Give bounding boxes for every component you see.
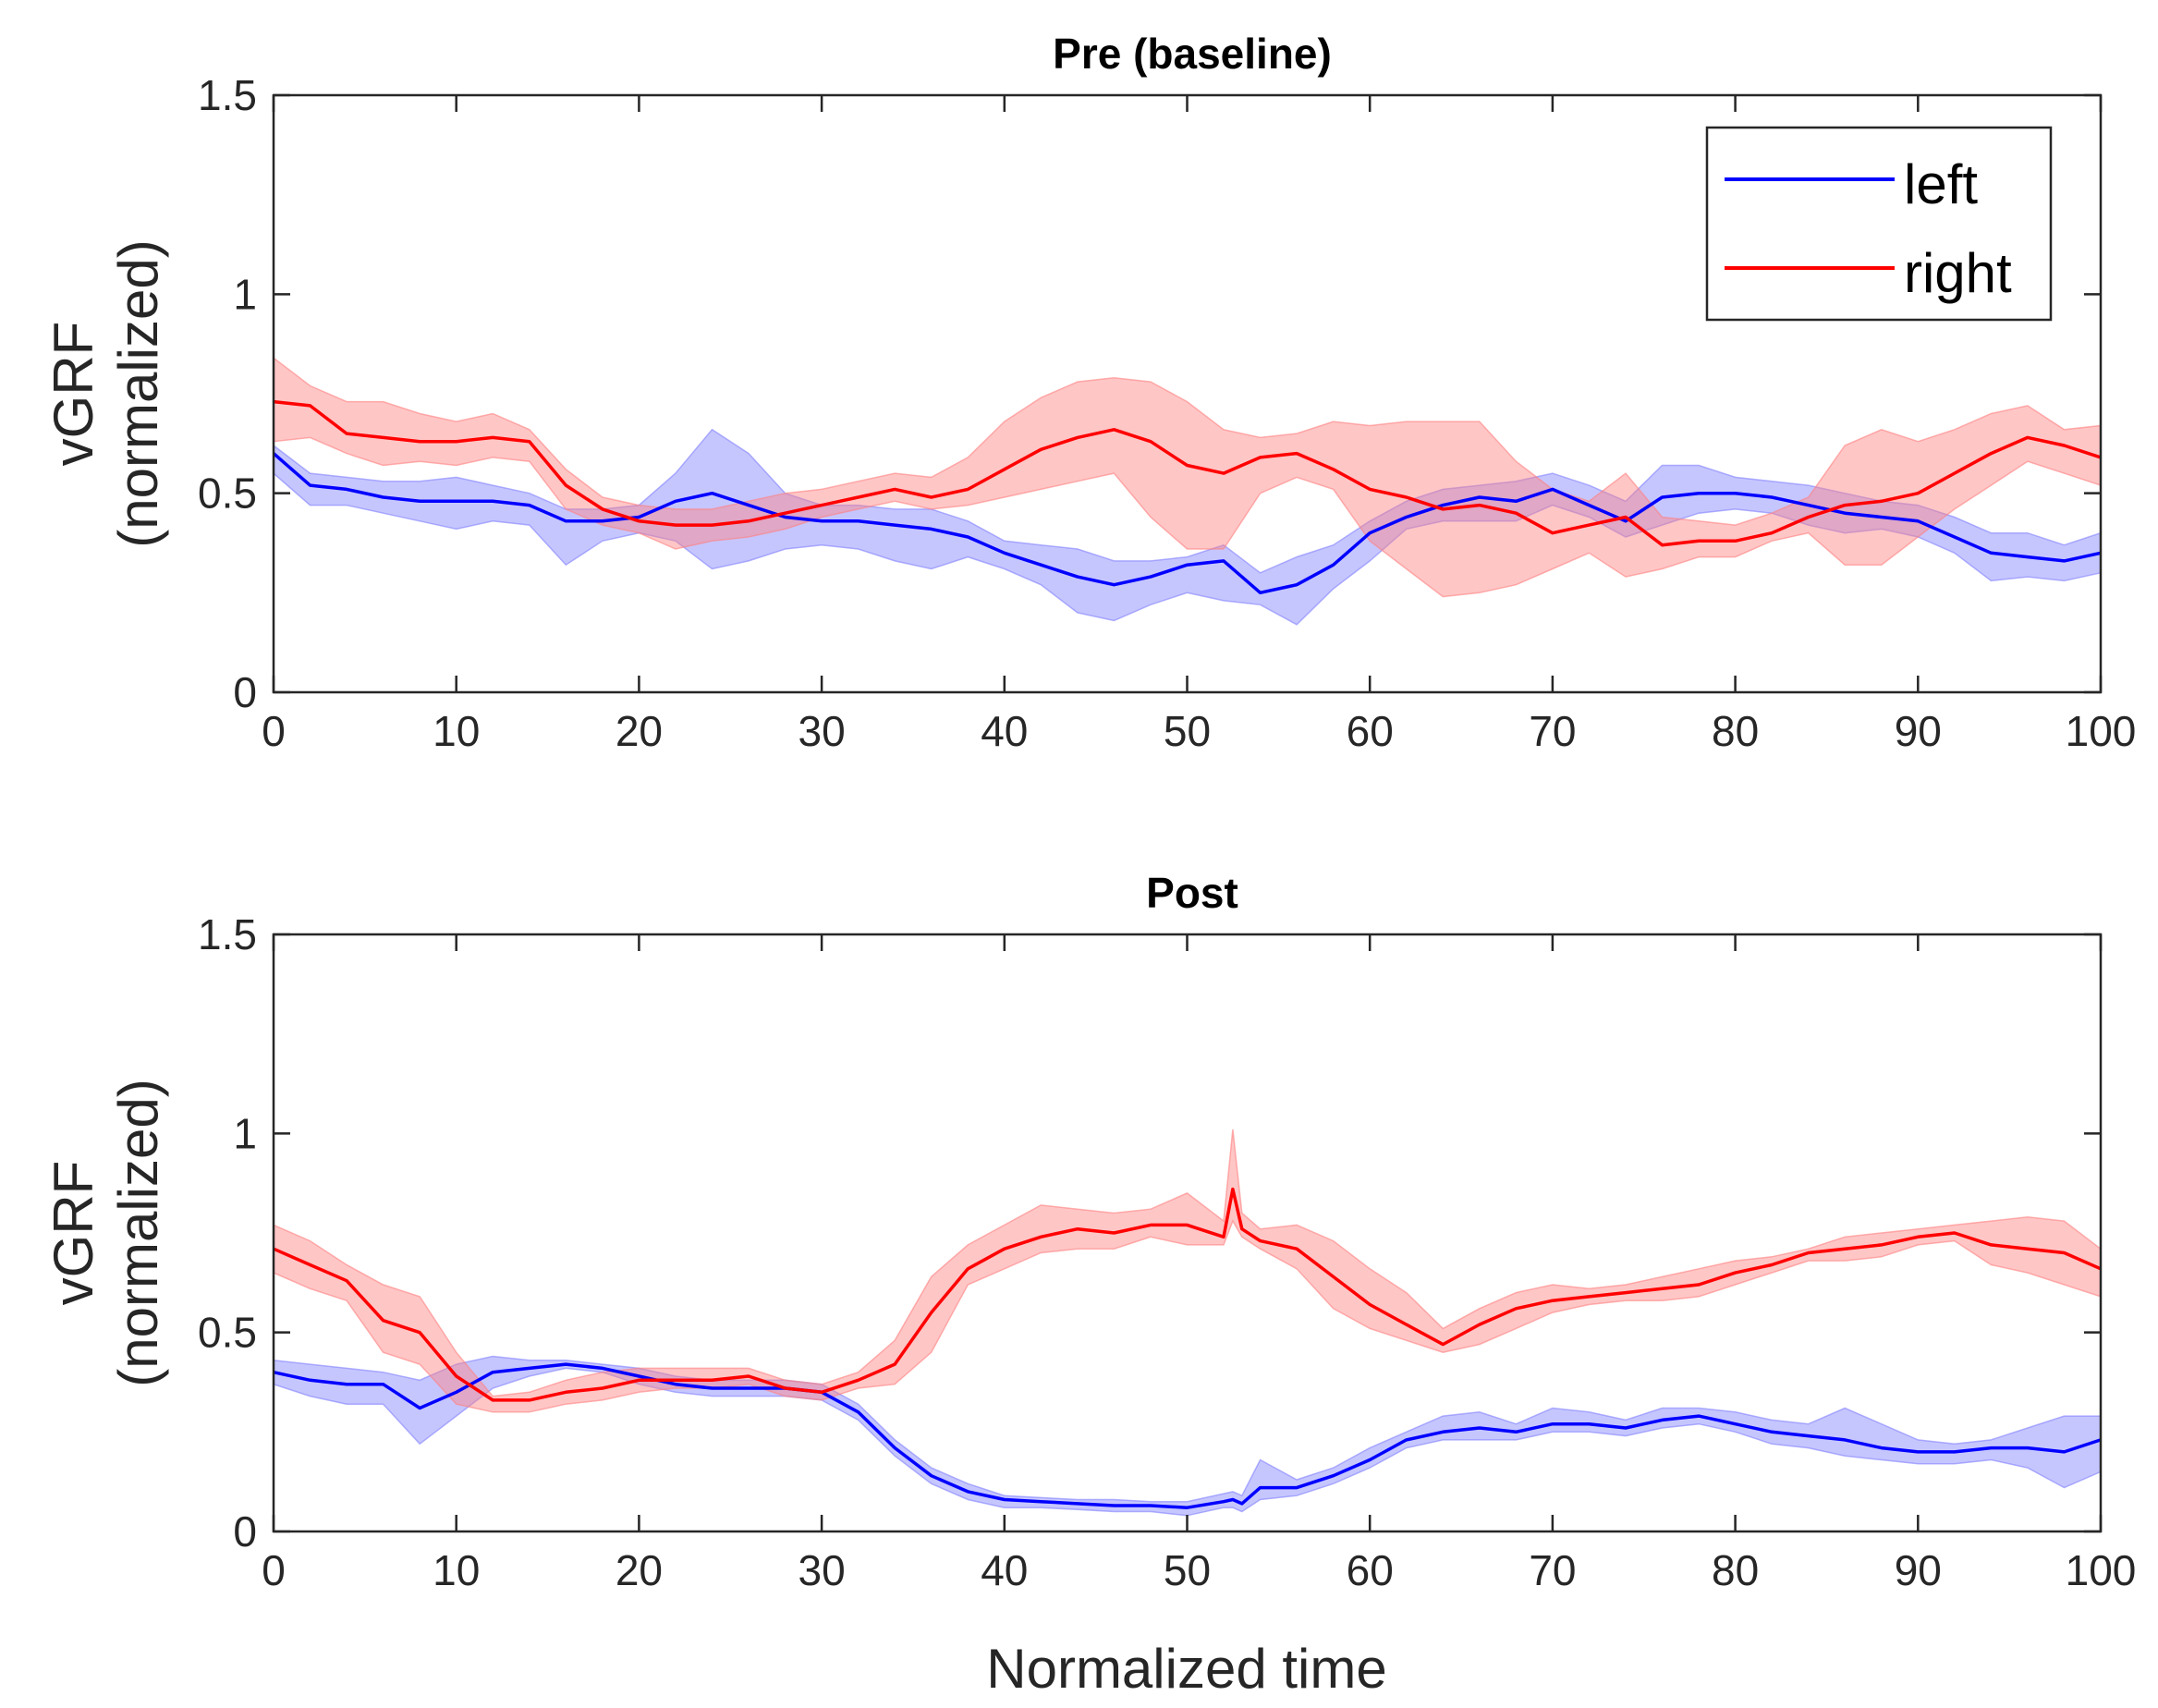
x-tick-label: 0	[262, 707, 286, 755]
series-line-right-1	[273, 1187, 2102, 1402]
series-line-right-0	[273, 399, 2102, 547]
x-tick-label: 30	[799, 1546, 846, 1594]
y-tick-label: 1.5	[198, 910, 257, 958]
pre-ylabel-line2: (normalized)	[107, 239, 169, 547]
y-tick-label: 1.5	[198, 71, 257, 119]
legend-left-label: left	[1904, 153, 1978, 215]
y-tick-label: 0.5	[198, 470, 257, 518]
x-tick-label: 80	[1712, 1546, 1759, 1594]
y-tick-label: 0	[233, 1507, 257, 1556]
x-tick-label: 100	[2066, 1546, 2137, 1594]
pre-baseline-chart: Pre (baseline) 0 10 20 30 40 50 60 70 80 90 100 0 0.…	[43, 30, 2136, 755]
x-tick-label: 90	[1895, 1546, 1942, 1594]
x-tick-label: 40	[981, 707, 1028, 755]
x-tick-label: 0	[262, 1546, 286, 1594]
y-tick-label: 1	[233, 270, 257, 318]
x-tick-label: 10	[433, 707, 480, 755]
chart-title-pre: Pre (baseline)	[1053, 30, 1332, 78]
x-tick-label: 60	[1347, 1546, 1394, 1594]
x-tick-label: 20	[616, 1546, 663, 1594]
legend-right-label: right	[1904, 242, 2012, 304]
post-ylabel-line1: vGRF	[43, 1161, 104, 1306]
post-lines	[273, 1187, 2102, 1509]
pre-ylabel-line1: vGRF	[43, 322, 104, 467]
x-tick-label: 10	[433, 1546, 480, 1594]
post-ylabel-line2: (normalized)	[107, 1079, 169, 1386]
y-tick-label: 0.5	[198, 1309, 257, 1357]
y-tick-label: 0	[233, 668, 257, 716]
x-tick-label: 90	[1895, 707, 1942, 755]
post-chart: Post 0 10 20 30 40 50 60 70 80 90 100 0 0.5 1 1.5 vGRF…	[43, 869, 2136, 1594]
x-tick-label: 40	[981, 1546, 1028, 1594]
x-tick-label: 50	[1164, 707, 1211, 755]
x-tick-label: 70	[1529, 707, 1576, 755]
legend: left right	[1705, 126, 2053, 322]
x-axis-label: Normalized time	[986, 1638, 1386, 1700]
legend-box	[1705, 126, 2053, 322]
x-tick-label: 80	[1712, 707, 1759, 755]
x-tick-label: 20	[616, 707, 663, 755]
post-ticks: 0 10 20 30 40 50 60 70 80 90 100 0 0.5 1 1.5	[198, 910, 2136, 1594]
x-tick-label: 30	[799, 707, 846, 755]
x-tick-label: 100	[2066, 707, 2137, 755]
x-tick-label: 60	[1347, 707, 1394, 755]
pre-lines	[272, 399, 2102, 595]
y-tick-label: 1	[233, 1109, 257, 1157]
series-line-left-1	[273, 1362, 2102, 1509]
chart-title-post: Post	[1146, 869, 1238, 917]
pre-ticks: 0 10 20 30 40 50 60 70 80 90 100 0 0.5 1 1.5	[198, 71, 2136, 755]
series-line-left-0	[272, 452, 2102, 595]
x-tick-label: 50	[1164, 1546, 1211, 1594]
x-tick-label: 70	[1529, 1546, 1576, 1594]
